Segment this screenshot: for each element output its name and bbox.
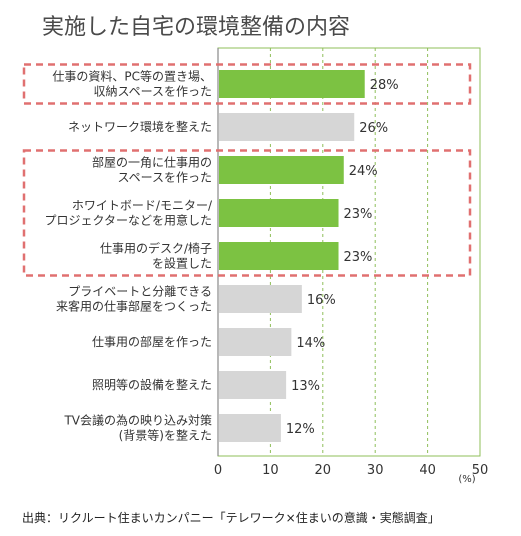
category-label: 仕事用のデスク/椅子を設置した — [100, 241, 212, 271]
bar — [219, 113, 355, 141]
bar — [219, 156, 344, 184]
bar — [219, 70, 365, 98]
category-label: 照明等の設備を整えた — [92, 377, 212, 392]
x-axis-unit: (%) — [458, 474, 475, 485]
value-label: 26% — [359, 121, 388, 136]
highlight-box — [22, 63, 472, 105]
value-label: 23% — [344, 207, 373, 222]
bar — [219, 414, 281, 442]
bar — [219, 285, 302, 313]
category-label: ネットワーク環境を整えた — [68, 119, 212, 134]
category-label: プライベートと分離できる来客用の仕事部屋をつくった — [56, 285, 212, 314]
value-labels: 28% 26% 24% 23% 23% 16% 14% 13% 12% — [286, 78, 399, 437]
category-labels: 仕事の資料、PC等の置き場、収納スペースを作ったネットワーク環境を整えた部屋の一… — [44, 70, 212, 443]
value-label: 16% — [307, 293, 336, 308]
source-note: 出典：リクルート住まいカンパニー「テレワーク×住まいの意識・実態調査」 — [22, 510, 440, 525]
bar — [219, 371, 287, 399]
x-tick-label: 0 — [214, 463, 222, 478]
value-label: 24% — [349, 164, 378, 179]
x-tick-label: 50 — [472, 463, 489, 478]
highlight-box — [22, 149, 472, 277]
x-axis-ticks: 0 10 20 30 40 50 — [214, 463, 488, 478]
bar — [219, 199, 339, 227]
value-label: 28% — [370, 78, 399, 93]
bars — [219, 70, 365, 442]
category-label: ホワイトボード/モニター/プロジェクターなどを用意した — [44, 199, 212, 228]
x-tick-label: 30 — [367, 463, 384, 478]
highlight-boxes — [22, 63, 472, 277]
bar — [219, 328, 292, 356]
x-tick-label: 10 — [262, 463, 279, 478]
value-label: 13% — [291, 379, 320, 394]
value-label: 14% — [296, 336, 325, 351]
chart-title: 実施した自宅の環境整備の内容 — [42, 15, 350, 40]
plot-frame — [217, 47, 481, 457]
x-tick-label: 40 — [419, 463, 436, 478]
x-tick-label: 20 — [315, 463, 332, 478]
category-label: TV会議の為の映り込み対策(背景等)を整えた — [63, 414, 212, 443]
value-label: 12% — [286, 422, 315, 437]
value-label: 23% — [344, 250, 373, 265]
bar — [219, 242, 339, 270]
category-label: 部屋の一角に仕事用のスペースを作った — [92, 155, 212, 185]
category-label: 仕事用の部屋を作った — [92, 334, 212, 349]
category-label: 仕事の資料、PC等の置き場、収納スペースを作った — [52, 70, 212, 99]
